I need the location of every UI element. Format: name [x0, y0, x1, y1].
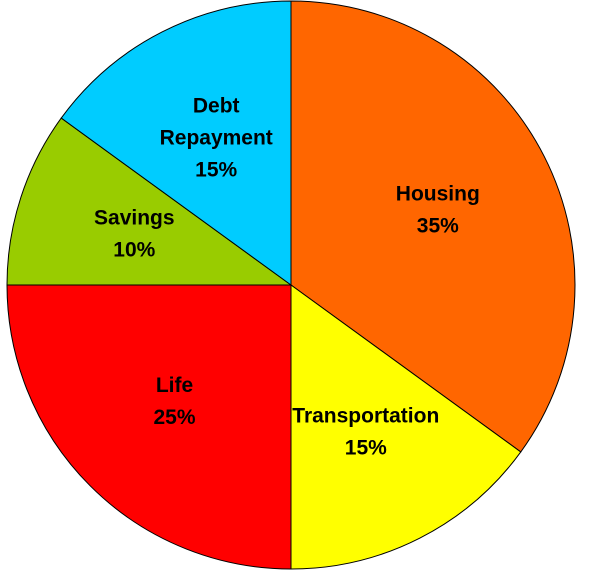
pie-slices — [6, 0, 576, 570]
slice-value-label: 35% — [417, 215, 459, 238]
slice-label-savings: Savings 10% — [94, 207, 175, 262]
pie-slice-transportation — [290, 284, 522, 570]
slice-category-label: Transportation — [292, 404, 439, 427]
slice-label-debt-repayment: Debt Repayment 15% — [160, 95, 273, 182]
slice-label-transportation: Transportation 15% — [292, 404, 439, 459]
pie-slice-labels: Housing 35% Transportation 15% Life 25% Saving… — [94, 95, 480, 460]
pie-slice-debt-repayment — [60, 0, 292, 286]
slice-category-label: Debt — [193, 95, 240, 118]
pie-slice-life — [6, 284, 292, 570]
slice-category-label: Housing — [396, 183, 480, 206]
slice-value-label: 25% — [153, 406, 195, 429]
pie-slice-housing — [290, 0, 576, 453]
slice-category-label: Savings — [94, 207, 175, 230]
pie-slice-savings — [6, 117, 293, 286]
slice-label-life: Life 25% — [153, 374, 195, 429]
slice-value-label: 15% — [345, 436, 387, 459]
slice-label-housing: Housing 35% — [396, 183, 480, 238]
slice-value-label: 15% — [195, 159, 237, 182]
slice-category-label: Repayment — [160, 127, 273, 150]
slice-value-label: 10% — [113, 239, 155, 262]
slice-category-label: Life — [156, 374, 193, 397]
